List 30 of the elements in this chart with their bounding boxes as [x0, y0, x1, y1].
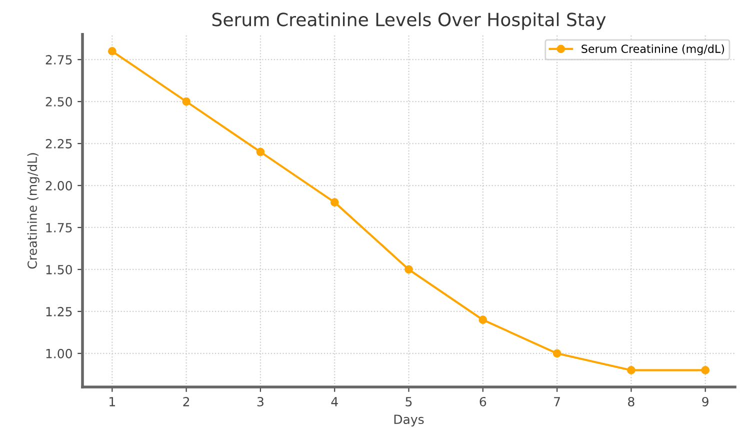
point	[701, 366, 710, 374]
x-tick-label: 7	[554, 397, 560, 406]
x-tick-label: 4	[331, 397, 338, 406]
point	[404, 265, 413, 274]
point	[478, 316, 488, 324]
x-tick-label: 9	[702, 396, 708, 406]
x-tick-label: 2	[183, 396, 190, 406]
point	[182, 97, 190, 106]
point	[627, 366, 636, 374]
y-tick-label: 2.25	[46, 139, 72, 148]
x-axis-title: Days	[394, 414, 424, 426]
y-tick-label: 2.75	[46, 55, 72, 65]
y-tick-label: 1.75	[46, 223, 72, 232]
chart-title: Serum Creatinine Levels Over Hospital Stay	[212, 12, 606, 30]
x-tick-label: 5	[406, 397, 412, 406]
y-tick-label: 2.00	[46, 180, 72, 190]
point	[108, 47, 116, 56]
y-tick-label: 2.50	[46, 97, 72, 106]
legend-label: Serum Creatinine (mg/dL)	[582, 44, 724, 56]
y-tick-label: 1.50	[46, 264, 72, 274]
y-tick-label: 1.00	[46, 348, 72, 358]
x-tick-label: 3	[257, 396, 264, 406]
x-tick-label: 6	[480, 396, 486, 406]
y-axis-title: Creatinine (mg/dL)	[27, 153, 40, 269]
point	[552, 349, 562, 358]
point	[256, 148, 265, 156]
x-tick-label: 1	[110, 397, 115, 406]
point	[330, 198, 339, 206]
y-tick-label: 1.25	[46, 306, 72, 316]
x-tick-label: 8	[628, 396, 634, 406]
